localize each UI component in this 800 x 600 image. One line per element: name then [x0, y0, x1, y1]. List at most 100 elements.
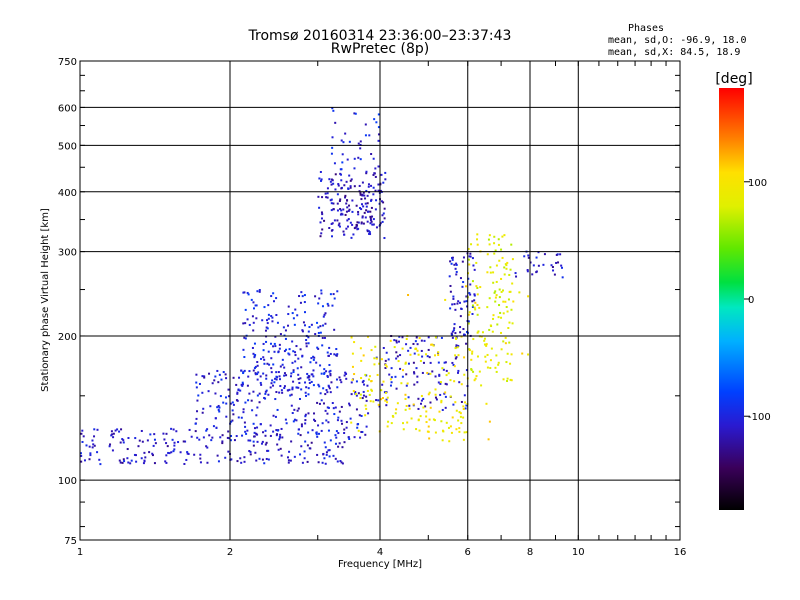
scatter-point — [401, 336, 404, 339]
scatter-point — [473, 306, 476, 309]
scatter-point — [164, 460, 167, 463]
scatter-point — [447, 372, 450, 375]
scatter-point — [359, 147, 362, 150]
scatter-point — [356, 221, 359, 224]
scatter-point — [366, 335, 369, 338]
scatter-point — [182, 440, 185, 443]
chart-subtitle: RwPretec (8p) — [331, 41, 429, 57]
scatter-point — [307, 376, 310, 379]
scatter-point — [304, 413, 307, 416]
scatter-point — [322, 315, 325, 318]
scatter-point — [325, 419, 328, 422]
y-tick-label: 200 — [58, 332, 77, 343]
scatter-point — [235, 383, 238, 386]
scatter-point — [330, 209, 333, 212]
scatter-point — [299, 434, 302, 437]
scatter-point — [455, 344, 458, 347]
scatter-point — [370, 380, 373, 383]
scatter-point — [353, 373, 356, 376]
scatter-point — [258, 392, 261, 395]
scatter-point — [417, 353, 420, 356]
scatter-point — [265, 326, 268, 329]
scatter-point — [359, 158, 362, 161]
scatter-point — [383, 217, 386, 220]
scatter-point — [278, 343, 281, 346]
scatter-point — [336, 460, 339, 463]
scatter-point — [425, 415, 428, 418]
scatter-point — [420, 349, 423, 352]
scatter-point — [328, 387, 331, 390]
scatter-point — [458, 411, 461, 414]
scatter-point — [329, 199, 332, 202]
scatter-point — [279, 433, 282, 436]
scatter-point — [259, 423, 262, 426]
scatter-point — [213, 379, 216, 382]
y-tick-label: 750 — [58, 57, 77, 68]
scatter-point — [469, 283, 472, 286]
scatter-point — [467, 320, 470, 323]
scatter-point — [249, 450, 252, 453]
scatter-point — [465, 295, 468, 298]
scatter-point — [340, 209, 343, 212]
scatter-point — [315, 433, 318, 436]
scatter-point — [509, 378, 512, 381]
scatter-point — [275, 429, 278, 432]
scatter-point — [490, 347, 493, 350]
scatter-point — [343, 441, 346, 444]
scatter-point — [493, 242, 496, 245]
scatter-point — [320, 178, 323, 181]
scatter-point — [148, 451, 151, 454]
scatter-point — [307, 387, 310, 390]
scatter-point — [317, 461, 320, 464]
scatter-point — [364, 373, 367, 376]
scatter-point — [365, 170, 368, 173]
scatter-point — [291, 386, 294, 389]
scatter-point — [417, 419, 420, 422]
scatter-point — [265, 389, 268, 392]
scatter-point — [357, 392, 360, 395]
scatter-point — [384, 363, 387, 366]
scatter-point — [371, 215, 374, 218]
scatter-point — [492, 314, 495, 317]
scatter-point — [476, 303, 479, 306]
scatter-point — [502, 289, 505, 292]
scatter-point — [352, 233, 355, 236]
scatter-point — [537, 251, 540, 254]
scatter-point — [346, 219, 349, 222]
scatter-point — [283, 387, 286, 390]
scatter-point — [381, 214, 384, 217]
scatter-point — [323, 336, 326, 339]
scatter-point — [367, 378, 370, 381]
colorbar-tick-label: 0 — [748, 295, 754, 306]
scatter-point — [283, 350, 286, 353]
scatter-point — [247, 439, 250, 442]
scatter-point — [557, 261, 560, 264]
scatter-point — [272, 345, 275, 348]
scatter-point — [452, 297, 455, 300]
scatter-point — [335, 348, 338, 351]
scatter-point — [317, 424, 320, 427]
scatter-point — [374, 345, 377, 348]
scatter-point — [287, 324, 290, 327]
scatter-point — [119, 461, 122, 464]
scatter-point — [496, 323, 499, 326]
scatter-point — [420, 399, 423, 402]
scatter-point — [208, 434, 211, 437]
scatter-point — [498, 288, 501, 291]
scatter-point — [195, 417, 198, 420]
scatter-point — [365, 205, 368, 208]
scatter-point — [335, 430, 338, 433]
scatter-point — [360, 430, 363, 433]
scatter-point — [207, 390, 210, 393]
scatter-point — [334, 442, 337, 445]
scatter-point — [339, 208, 342, 211]
scatter-point — [385, 404, 388, 407]
scatter-point — [162, 432, 165, 435]
scatter-point — [336, 419, 339, 422]
scatter-point — [225, 402, 228, 405]
scatter-point — [328, 455, 331, 458]
scatter-point — [395, 341, 398, 344]
scatter-point — [263, 358, 266, 361]
scatter-point — [251, 346, 254, 349]
scatter-point — [247, 399, 250, 402]
